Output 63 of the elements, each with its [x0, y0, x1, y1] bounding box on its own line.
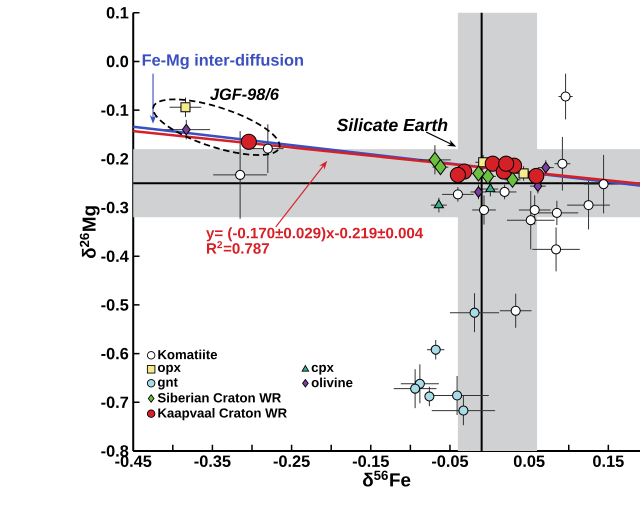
x-axis-title: δ$^{56}$Fe — [363, 470, 410, 486]
point — [472, 165, 485, 182]
point — [458, 405, 468, 416]
point — [410, 384, 420, 394]
point — [452, 390, 462, 400]
x-tick-label: -0.05 — [432, 455, 468, 467]
point — [551, 244, 562, 254]
point — [430, 344, 441, 355]
y-tick-label: -0.8 — [101, 445, 128, 457]
x-tick-label: -0.15 — [352, 455, 389, 467]
annotation: y= (-0.170±0.029)x-0.219±0.004 — [206, 227, 424, 242]
point — [182, 124, 191, 136]
point — [530, 204, 540, 215]
point — [598, 179, 609, 190]
point — [557, 158, 568, 169]
point — [485, 183, 496, 192]
y-tick-label: -0.5 — [101, 299, 128, 311]
legend-label: Komatiite — [158, 350, 218, 360]
point — [506, 172, 519, 188]
point — [478, 204, 490, 215]
point — [541, 162, 550, 174]
annotation: R$^{2}$=0.787 — [207, 241, 269, 254]
x-tick-label: -0.45 — [115, 455, 152, 467]
point — [474, 186, 483, 198]
point — [510, 306, 521, 316]
point — [434, 199, 444, 208]
point — [262, 144, 273, 154]
point — [235, 170, 246, 180]
x-tick-label: 0.05 — [514, 455, 545, 467]
text: Fe-Mg inter-diffusion — [142, 54, 303, 70]
y-tick-label: 0.1 — [106, 6, 128, 18]
x-tick-label: 0.15 — [593, 455, 624, 467]
point — [552, 208, 562, 218]
legend-label: Kaapvaal Craton WR — [158, 408, 287, 420]
y-tick-label: -0.7 — [101, 396, 128, 408]
legend-label: gnt — [158, 378, 178, 390]
point — [526, 215, 536, 226]
annotation: Silicate Earth — [336, 118, 448, 132]
point — [424, 391, 434, 402]
y-tick-label: -0.1 — [101, 104, 128, 116]
x-tick-label: -0.35 — [194, 455, 231, 467]
point — [180, 102, 191, 112]
point — [528, 168, 544, 184]
y-tick-label: 0.0 — [106, 56, 128, 68]
y-tick-label: -0.3 — [101, 202, 128, 214]
y-tick-label: -0.6 — [101, 348, 128, 360]
legend-label: Siberian Craton WR — [158, 392, 281, 402]
point — [240, 134, 257, 150]
point — [469, 308, 480, 318]
legend-label: cpx — [312, 364, 334, 375]
annotation: JGF-98/6 — [210, 88, 280, 100]
point — [450, 166, 466, 183]
y-axis-title: δ$^{26}$Mg — [80, 206, 100, 258]
legend-label: olivine — [312, 377, 352, 388]
point — [584, 200, 594, 210]
point — [498, 156, 514, 172]
point — [482, 168, 494, 184]
point — [428, 152, 442, 168]
legend-label: opx — [158, 364, 181, 375]
point — [518, 168, 529, 178]
y-tick-label: -0.4 — [101, 250, 129, 262]
y-tick-label: -0.2 — [101, 152, 128, 165]
x-tick-label: -0.25 — [274, 455, 310, 467]
